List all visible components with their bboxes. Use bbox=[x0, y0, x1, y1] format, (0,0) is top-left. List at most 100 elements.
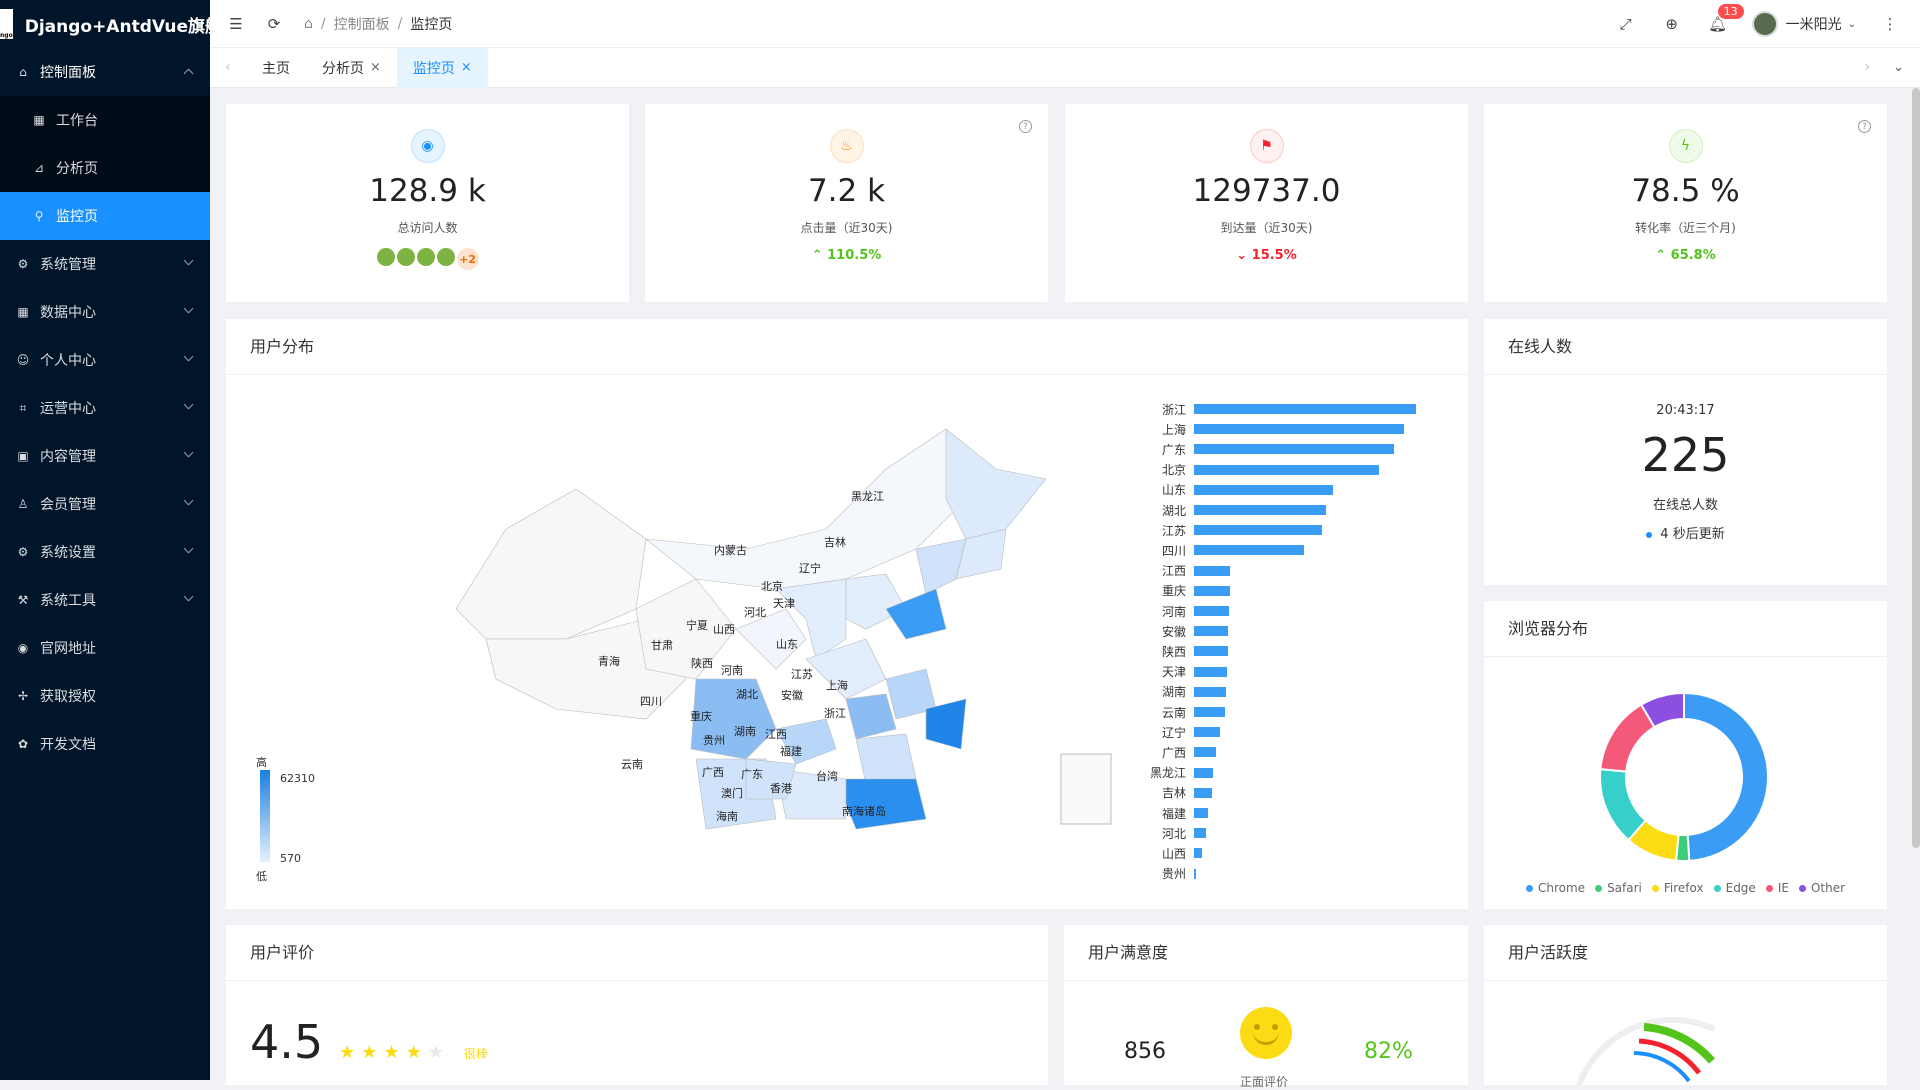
bar-row[interactable]: 河南 bbox=[1146, 604, 1229, 619]
bar[interactable] bbox=[1194, 484, 1333, 495]
bar[interactable] bbox=[1194, 585, 1230, 596]
sidebar-subitem-2[interactable]: ⚲ 监控页 bbox=[0, 192, 210, 240]
bar-row[interactable]: 江苏 bbox=[1146, 523, 1323, 538]
map-region[interactable] bbox=[775, 718, 837, 765]
more-icon[interactable]: ⋮ bbox=[1882, 15, 1898, 33]
bar-row[interactable]: 北京 bbox=[1146, 463, 1380, 477]
sidebar-item-10[interactable]: ✢ 获取授权 bbox=[0, 672, 210, 720]
sidebar-item-4[interactable]: ⌗ 运营中心 bbox=[0, 384, 210, 432]
sidebar-item-0[interactable]: ⌂ 控制面板 bbox=[0, 48, 210, 96]
sidebar-item-11[interactable]: ✿ 开发文档 bbox=[0, 720, 210, 768]
bar-row[interactable]: 湖北 bbox=[1146, 503, 1326, 518]
map-region[interactable] bbox=[775, 578, 847, 660]
bar[interactable] bbox=[1194, 868, 1197, 879]
avatar-more[interactable]: +2 bbox=[456, 248, 479, 270]
menu-fold-icon[interactable]: ☰ bbox=[229, 14, 243, 33]
bar-row[interactable]: 山东 bbox=[1146, 483, 1333, 497]
avatar[interactable] bbox=[396, 248, 415, 266]
legend-item[interactable]: Firefox bbox=[1651, 881, 1704, 895]
bar[interactable] bbox=[1194, 828, 1207, 839]
bar[interactable] bbox=[1194, 666, 1228, 677]
donut-slice[interactable] bbox=[1683, 691, 1769, 862]
help-icon[interactable]: ? bbox=[1019, 120, 1032, 133]
star-icon[interactable]: ★ bbox=[339, 1042, 356, 1063]
tab-1[interactable]: 分析页 × bbox=[306, 48, 397, 88]
star-icon[interactable]: ★ bbox=[405, 1042, 422, 1063]
language-icon[interactable]: ⊕ bbox=[1665, 15, 1678, 33]
bar-row[interactable]: 安徽 bbox=[1146, 624, 1229, 639]
legend-item[interactable]: Edge bbox=[1713, 881, 1756, 895]
fullscreen-icon[interactable]: ⤢ bbox=[1619, 15, 1632, 33]
tab-menu-chevron-icon[interactable]: ⌄ bbox=[1893, 60, 1904, 75]
bar[interactable] bbox=[1194, 686, 1227, 697]
bar-row[interactable]: 河北 bbox=[1146, 826, 1207, 841]
rating-stars[interactable]: ★ ★ ★ ★ ★ bbox=[339, 1042, 450, 1063]
map-region[interactable] bbox=[735, 608, 807, 670]
legend-item[interactable]: Other bbox=[1798, 881, 1845, 895]
bar-row[interactable]: 云南 bbox=[1146, 705, 1226, 720]
bar[interactable] bbox=[1194, 727, 1220, 738]
map-region[interactable] bbox=[915, 538, 967, 595]
sidebar-item-6[interactable]: ♙ 会员管理 bbox=[0, 480, 210, 528]
legend-item[interactable]: Safari bbox=[1595, 881, 1642, 895]
home-icon[interactable]: ⌂ bbox=[304, 15, 313, 32]
avatar[interactable] bbox=[1751, 11, 1778, 37]
star-icon[interactable]: ★ bbox=[427, 1042, 444, 1063]
bar-row[interactable]: 浙江 bbox=[1146, 402, 1416, 417]
bar[interactable] bbox=[1194, 464, 1380, 475]
map-region[interactable] bbox=[835, 778, 927, 830]
bar-row[interactable]: 辽宁 bbox=[1146, 725, 1220, 740]
bar-row[interactable]: 四川 bbox=[1146, 543, 1305, 558]
bar-row[interactable]: 湖南 bbox=[1146, 685, 1227, 699]
bar[interactable] bbox=[1194, 545, 1305, 556]
sidebar-subitem-1[interactable]: ⊿ 分析页 bbox=[0, 144, 210, 192]
tab-0[interactable]: 主页 bbox=[246, 48, 306, 88]
map-region[interactable] bbox=[955, 528, 1007, 580]
avatar[interactable] bbox=[436, 248, 455, 266]
bar-row[interactable]: 上海 bbox=[1146, 422, 1405, 437]
legend-item[interactable]: Chrome bbox=[1525, 881, 1585, 895]
page-scrollbar[interactable] bbox=[1912, 88, 1920, 848]
bar-row[interactable]: 天津 bbox=[1146, 665, 1228, 679]
star-icon[interactable]: ★ bbox=[383, 1042, 400, 1063]
browser-donut-chart[interactable] bbox=[1584, 677, 1784, 877]
sidebar-item-8[interactable]: ⚒ 系统工具 bbox=[0, 576, 210, 624]
bar[interactable] bbox=[1194, 646, 1228, 657]
bar[interactable] bbox=[1194, 565, 1230, 576]
map-region[interactable] bbox=[775, 768, 847, 820]
breadcrumb-item[interactable]: 控制面板 bbox=[333, 16, 390, 33]
bar[interactable] bbox=[1194, 626, 1229, 637]
avatar-group[interactable]: +2 bbox=[226, 248, 629, 270]
refresh-icon[interactable]: ⟳ bbox=[267, 14, 281, 33]
map-region[interactable] bbox=[635, 578, 737, 680]
map-region[interactable] bbox=[885, 588, 947, 640]
bar[interactable] bbox=[1194, 767, 1213, 778]
chevron-down-icon[interactable]: ⌄ bbox=[1847, 18, 1856, 30]
app-logo[interactable]: ngo Django+AntdVue旗舰版 bbox=[0, 0, 210, 48]
bar[interactable] bbox=[1194, 505, 1326, 515]
tab-scroll-right-icon[interactable]: › bbox=[1864, 60, 1870, 75]
map-region[interactable] bbox=[485, 618, 687, 720]
visual-map-legend[interactable]: 高 62310 570 低 bbox=[256, 754, 316, 884]
bar[interactable] bbox=[1194, 707, 1226, 717]
bar[interactable] bbox=[1194, 808, 1208, 818]
bar[interactable] bbox=[1194, 787, 1212, 798]
bar-row[interactable]: 黑龙江 bbox=[1146, 766, 1213, 780]
username[interactable]: 一米阳光 bbox=[1785, 17, 1842, 33]
avatar[interactable] bbox=[416, 248, 435, 266]
bar[interactable] bbox=[1194, 404, 1416, 414]
bar-row[interactable]: 重庆 bbox=[1146, 584, 1230, 598]
star-icon[interactable]: ★ bbox=[361, 1042, 378, 1063]
close-icon[interactable]: × bbox=[370, 60, 381, 75]
close-icon[interactable]: × bbox=[460, 60, 472, 75]
sidebar-item-9[interactable]: ◉ 官网地址 bbox=[0, 624, 210, 672]
avatar[interactable] bbox=[376, 248, 395, 266]
sidebar-item-3[interactable]: ☺ 个人中心 bbox=[0, 336, 210, 384]
bar-row[interactable]: 广西 bbox=[1146, 745, 1216, 760]
tab-2[interactable]: 监控页 × bbox=[396, 47, 488, 88]
sidebar-item-2[interactable]: ▦ 数据中心 bbox=[0, 288, 210, 336]
map-region[interactable] bbox=[455, 488, 647, 640]
map-region[interactable] bbox=[945, 428, 1047, 540]
sidebar-item-1[interactable]: ⚙ 系统管理 bbox=[0, 240, 210, 288]
bar[interactable] bbox=[1194, 424, 1405, 435]
